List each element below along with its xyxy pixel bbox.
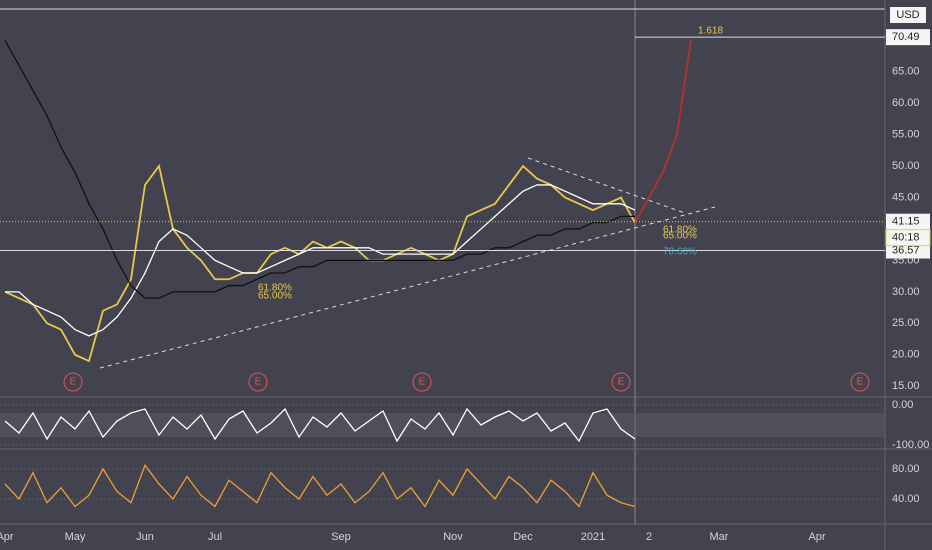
y-tick-label: 50.00: [892, 160, 920, 172]
x-tick-label: Nov: [443, 531, 463, 543]
annotation: E: [70, 377, 77, 388]
currency: USD: [896, 9, 919, 21]
annotation: E: [618, 377, 625, 388]
annotation: 61.80%: [258, 283, 292, 294]
y-tick-label: 45.00: [892, 191, 920, 203]
earnings-marker: [63, 372, 83, 392]
series-line: [5, 184, 636, 337]
earnings-marker: [248, 372, 268, 392]
trendline: [99, 206, 716, 369]
band: [0, 413, 885, 437]
x-tick-label: Dec: [513, 531, 533, 543]
annotation: E: [419, 377, 426, 388]
price-label: 36.57: [892, 244, 920, 256]
annotation: E: [857, 377, 864, 388]
earnings-marker: [611, 372, 631, 392]
x-tick-label: Jul: [208, 531, 222, 543]
annotation: 65.00%: [663, 231, 697, 242]
annotation: 65.00%: [258, 291, 292, 302]
earnings-marker: [850, 372, 870, 392]
annotation: 1.618: [698, 26, 723, 37]
y-tick-label: 25.00: [892, 317, 920, 329]
annotation: E: [255, 377, 262, 388]
price-box: [886, 242, 930, 259]
series-line: [4, 407, 636, 443]
series-line: [634, 40, 692, 224]
x-tick-label: Apr: [808, 531, 825, 543]
y-tick-label: 40.00: [892, 493, 920, 505]
y-tick-label: 30.00: [892, 286, 920, 298]
price-box: [886, 29, 930, 46]
x-tick-label: Mar: [710, 531, 729, 543]
currency-box: [890, 7, 926, 23]
price-label: 41.15: [892, 216, 920, 228]
series-line: [4, 163, 636, 363]
trendline: [527, 157, 686, 214]
y-tick-label: 80.00: [892, 463, 920, 475]
y-tick-label: 20.00: [892, 349, 920, 361]
x-tick-label: Apr: [0, 531, 14, 543]
y-tick-label: -100.00: [892, 439, 929, 451]
y-tick-label: 55.00: [892, 129, 920, 141]
countdown-box: [885, 229, 931, 247]
earnings-marker: [412, 372, 432, 392]
x-tick-label: 2: [646, 531, 652, 543]
y-tick-label: 0.00: [892, 399, 913, 411]
x-tick-label: 2021: [581, 531, 605, 543]
price-box: [886, 213, 930, 230]
series-line: [4, 39, 635, 299]
series-line: [4, 463, 636, 508]
annotation: 61.80%: [663, 225, 697, 236]
countdown: 40:18: [892, 232, 920, 244]
y-tick-label: 65.00: [892, 66, 920, 78]
y-tick-label: 15.00: [892, 380, 920, 392]
annotation: 78.60%: [663, 247, 697, 258]
y-tick-label: 60.00: [892, 97, 920, 109]
x-tick-label: May: [65, 531, 86, 543]
x-tick-label: Sep: [331, 531, 351, 543]
price-label: 70.49: [892, 31, 920, 43]
x-tick-label: Jun: [136, 531, 154, 543]
